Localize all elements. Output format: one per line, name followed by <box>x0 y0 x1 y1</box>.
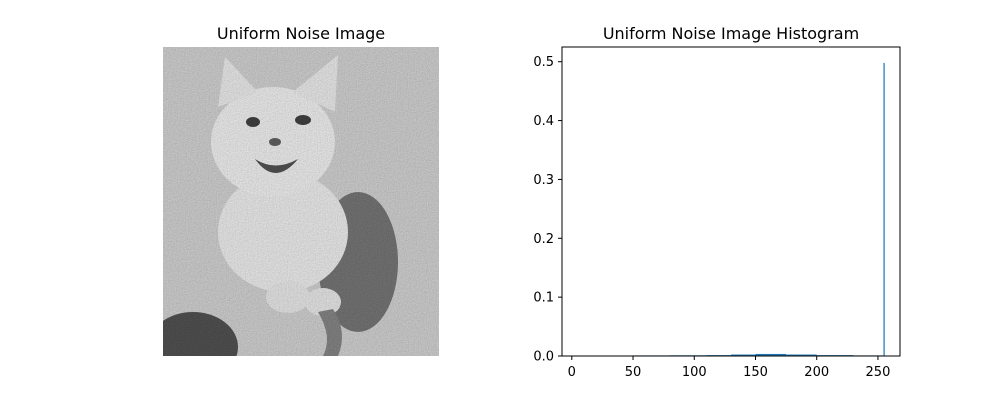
y-tick-label: 0.4 <box>533 114 554 129</box>
x-tick-label: 250 <box>866 365 891 380</box>
histogram-bar-8 <box>883 62 885 357</box>
histogram-bars <box>633 62 885 357</box>
y-tick-label: 0.2 <box>533 232 554 247</box>
histogram-bar-4 <box>755 353 787 356</box>
histogram-bar-5 <box>786 354 817 356</box>
histogram-title: Uniform Noise Image Histogram <box>602 24 860 43</box>
image-title: Uniform Noise Image <box>216 24 386 43</box>
axes-frame <box>561 46 901 357</box>
y-tick-label: 0.1 <box>533 291 554 306</box>
y-tick-label: 0.0 <box>533 350 554 365</box>
y-tick-label: 0.3 <box>533 173 554 188</box>
x-tick-label: 200 <box>804 365 829 380</box>
noise-image <box>163 47 439 356</box>
cat-image-illustration <box>163 47 439 356</box>
histogram-bar-3 <box>731 354 756 356</box>
x-tick-label: 0 <box>568 365 576 380</box>
y-axis-ticks: 0.0 0.1 0.2 0.3 0.4 0.5 <box>533 55 562 365</box>
x-axis-ticks: 0 50 100 150 200 250 <box>568 356 891 380</box>
y-tick-label: 0.5 <box>533 55 554 70</box>
x-tick-label: 150 <box>743 365 768 380</box>
x-tick-label: 100 <box>682 365 707 380</box>
x-tick-label: 50 <box>625 365 642 380</box>
